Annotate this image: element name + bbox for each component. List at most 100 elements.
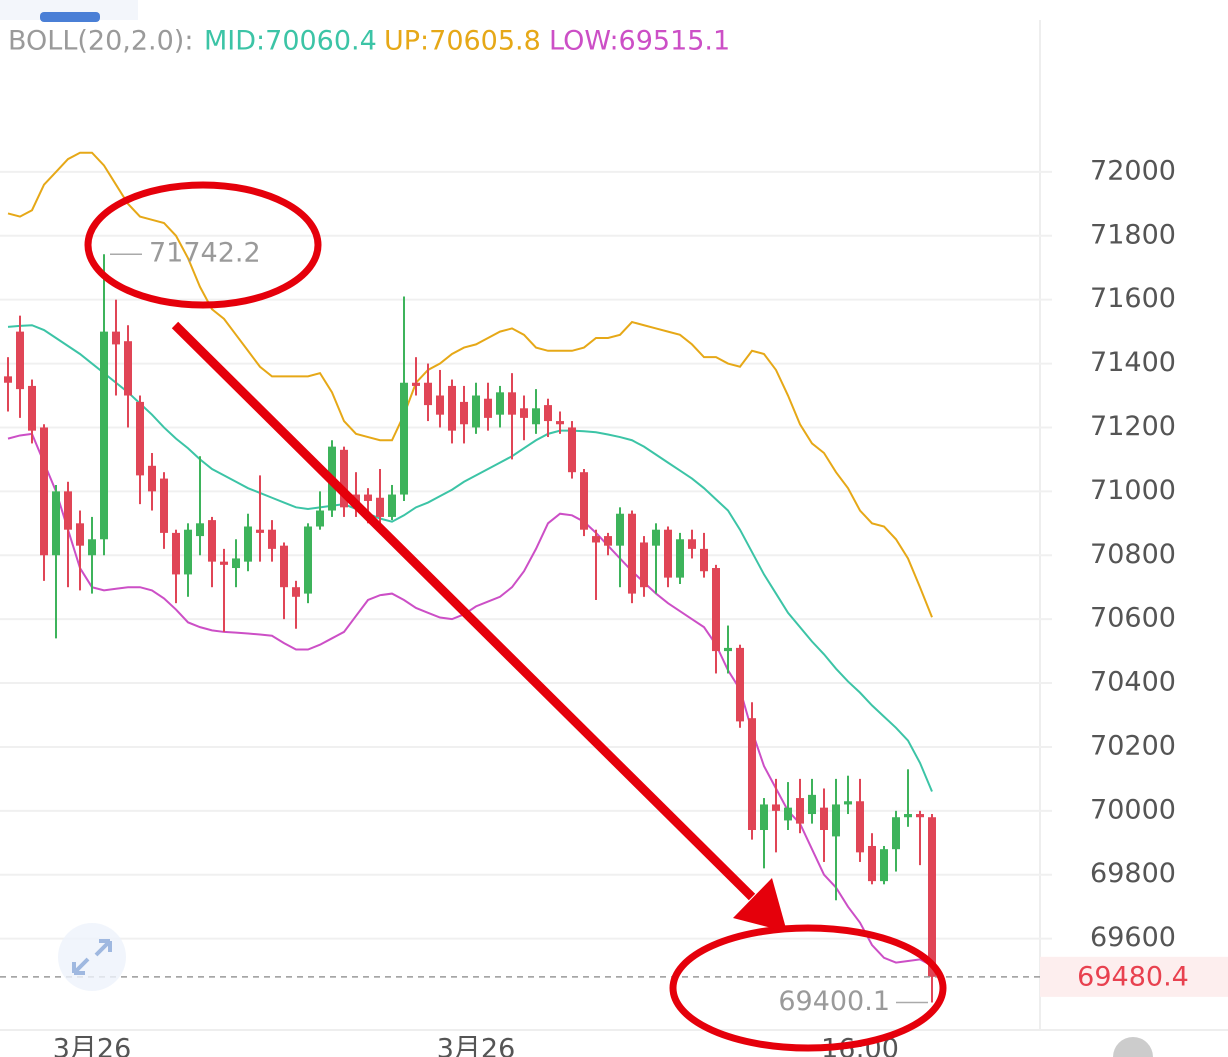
candle-body [400, 382, 408, 495]
candle-body [184, 529, 192, 575]
band-line [7, 432, 933, 967]
y-tick-label: 71200 [1090, 411, 1176, 442]
indicator-label: BOLL(20,2.0): [8, 26, 193, 57]
candle-body [220, 561, 228, 565]
legend-entry: MID:70060.4 [204, 26, 377, 57]
candle-body [700, 548, 708, 572]
candle-body [160, 478, 168, 533]
candle-body [40, 427, 48, 556]
y-tick-label: 70200 [1090, 730, 1176, 761]
highlight-ellipse [669, 924, 947, 1052]
candle-body [460, 401, 468, 425]
candle-body [4, 376, 12, 383]
candle-body [892, 817, 900, 850]
candle-body [208, 520, 216, 562]
candle-body [712, 568, 720, 652]
candle-body [472, 395, 480, 428]
corner-button[interactable] [1113, 1037, 1153, 1057]
candle-body [316, 510, 324, 527]
candle-body [28, 385, 36, 431]
candle-body [796, 798, 804, 824]
candle-body [436, 395, 444, 415]
candle-body [304, 526, 312, 594]
candle-body [148, 465, 156, 492]
expand-button[interactable] [58, 923, 126, 991]
candle-body [664, 529, 672, 578]
candle-body [268, 529, 276, 549]
candle-body [172, 532, 180, 575]
y-tick-label: 72000 [1090, 155, 1176, 186]
candle-body [496, 392, 504, 415]
candle-body [652, 529, 660, 546]
top-tab-area [0, 0, 138, 20]
y-tick-label: 71000 [1090, 475, 1176, 506]
candles [4, 254, 936, 1003]
candle-body [604, 536, 612, 546]
grid [0, 170, 1052, 940]
x-tick-label: 3月26 [53, 1034, 132, 1057]
expand-icon [72, 939, 112, 975]
x-tick-label: 3月26 [437, 1034, 516, 1057]
candle-body [748, 718, 756, 831]
candle-body [376, 497, 384, 517]
candle-body [688, 539, 696, 549]
candle-body [904, 814, 912, 818]
candle-body [808, 794, 816, 815]
candle-body [232, 558, 240, 569]
band-line [7, 324, 933, 792]
candle-body [868, 845, 876, 882]
legend-entry: UP:70605.8 [384, 26, 541, 57]
y-tick-label: 69800 [1090, 858, 1176, 889]
labels: 69600 69800 70000 70200 70400 70600 70800 71000… [0, 155, 1228, 1057]
candle-body [568, 427, 576, 473]
bands [7, 151, 933, 967]
candle-body [16, 331, 24, 390]
legend-entry: LOW:69515.1 [549, 26, 730, 57]
candle-body [916, 814, 924, 818]
y-tick-label: 71600 [1090, 283, 1176, 314]
candle-body [388, 494, 396, 517]
highlight-ellipse [84, 181, 322, 309]
candle-body [448, 385, 456, 431]
candle-body [532, 408, 540, 425]
candle-body [580, 472, 588, 530]
candle-body [844, 801, 852, 805]
candle-body [640, 542, 648, 588]
candle-body [832, 804, 840, 837]
candle-body [280, 545, 288, 588]
y-tick-label: 70600 [1090, 603, 1176, 634]
last-price-label: 69480.4 [1077, 961, 1189, 992]
y-tick-label: 70000 [1090, 794, 1176, 825]
candle-body [544, 405, 552, 422]
top-tab [40, 12, 100, 22]
candle-body [736, 647, 744, 722]
candle-body [100, 331, 108, 540]
candle-body [136, 401, 144, 476]
candle-body [52, 491, 60, 556]
candle-body [772, 804, 780, 811]
candle-body [724, 647, 732, 652]
candle-body [628, 513, 636, 594]
y-tick-label: 71400 [1090, 347, 1176, 378]
candle-body [880, 849, 888, 882]
candle-body [676, 539, 684, 578]
y-tick-label: 70400 [1090, 667, 1176, 698]
last-price-box [1040, 956, 1228, 997]
candle-body [928, 817, 936, 977]
candle-body [484, 398, 492, 418]
candle-body [64, 491, 72, 530]
y-tick-label: 70800 [1090, 539, 1176, 570]
candle-body [616, 513, 624, 546]
candle-body [244, 526, 252, 562]
arrow-shaft [171, 321, 756, 901]
candle-body [520, 408, 528, 418]
candle-body [88, 539, 96, 556]
candle-body [556, 421, 564, 425]
candle-body [592, 536, 600, 543]
candle-body [124, 341, 132, 396]
high-label: 71742.2 [149, 238, 261, 269]
band-line [7, 151, 933, 618]
y-tick-label: 71800 [1090, 219, 1176, 250]
candle-body [820, 807, 828, 831]
